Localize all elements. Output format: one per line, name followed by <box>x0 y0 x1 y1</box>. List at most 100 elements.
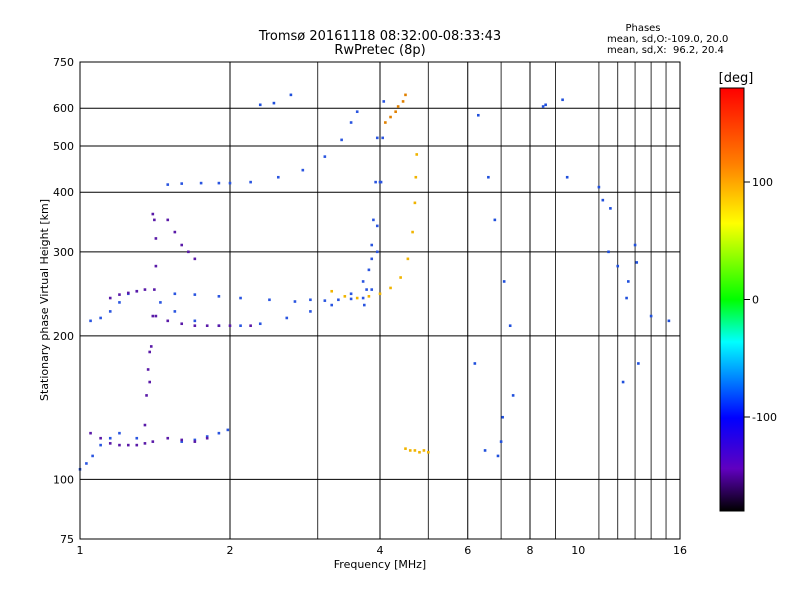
x-tick-label: 6 <box>464 544 471 557</box>
data-point <box>323 155 327 158</box>
x-tick-label: 10 <box>571 544 585 557</box>
y-tick-label: 750 <box>53 56 74 69</box>
data-point <box>349 297 353 301</box>
data-point <box>180 322 184 326</box>
data-point <box>145 394 148 397</box>
data-point <box>355 296 359 300</box>
data-point <box>151 314 155 318</box>
phases-header: Phases <box>625 23 660 34</box>
data-point <box>370 257 374 261</box>
data-point <box>597 185 601 189</box>
data-point <box>272 101 276 105</box>
data-point <box>148 380 152 384</box>
data-point <box>301 168 305 172</box>
data-point <box>411 230 414 234</box>
data-point <box>349 292 353 296</box>
data-point <box>118 301 121 304</box>
data-point <box>621 380 625 384</box>
data-point <box>118 293 121 296</box>
data-point <box>217 295 221 298</box>
data-point <box>249 324 252 328</box>
phases-line-o: mean, sd,O:-109.0, 20.0 <box>607 34 728 45</box>
data-point <box>627 280 630 283</box>
data-point <box>180 438 184 442</box>
data-point <box>108 296 112 300</box>
x-axis-label: Frequency [MHz] <box>334 558 426 571</box>
data-point <box>89 319 92 323</box>
plot-frame <box>79 61 681 540</box>
data-point <box>173 292 177 296</box>
data-point <box>193 319 197 323</box>
data-points <box>78 93 671 471</box>
data-point <box>426 450 430 454</box>
data-point <box>193 438 197 442</box>
data-point <box>496 454 500 458</box>
data-point <box>151 212 155 216</box>
data-point <box>173 230 177 234</box>
y-axis-label: Stationary phase Virtual Height [km] <box>38 199 51 401</box>
data-point <box>511 394 515 397</box>
data-point <box>166 218 170 222</box>
y-tick-label: 100 <box>53 473 74 486</box>
data-point <box>187 250 190 254</box>
data-point <box>389 115 392 119</box>
data-point <box>217 181 221 185</box>
data-point <box>483 449 487 452</box>
data-point <box>404 447 407 450</box>
data-point <box>414 175 418 179</box>
y-tick-label: 75 <box>60 533 74 546</box>
data-point <box>159 301 162 304</box>
grid-layer <box>80 62 680 539</box>
data-point <box>91 454 94 458</box>
colorbar-label: [deg] <box>719 71 754 86</box>
data-point <box>370 288 374 291</box>
data-point <box>180 440 184 443</box>
data-point <box>126 443 130 447</box>
data-point <box>396 105 400 108</box>
data-point <box>173 310 177 313</box>
colorbar-ticks: 100 0 -100 <box>744 176 777 424</box>
x-tick-labels: 1 2 4 6 8 10 16 <box>77 544 688 557</box>
chart-subtitle: RwPretec (8p) <box>334 43 425 58</box>
data-point <box>607 250 610 254</box>
data-point <box>205 436 209 440</box>
data-point <box>108 310 112 313</box>
data-point <box>601 198 605 202</box>
data-point <box>361 280 365 283</box>
data-point <box>143 442 147 445</box>
data-point <box>228 181 232 185</box>
data-point <box>205 435 209 438</box>
data-point <box>276 175 280 179</box>
data-point <box>408 449 412 452</box>
data-point <box>493 218 497 222</box>
data-point <box>565 175 569 179</box>
data-point <box>135 443 139 447</box>
data-point <box>193 293 197 296</box>
data-point <box>146 368 150 371</box>
data-point <box>406 257 410 261</box>
data-point <box>151 440 155 443</box>
data-point <box>154 264 158 268</box>
data-point <box>193 257 197 261</box>
y-tick-label: 400 <box>53 186 74 199</box>
data-point <box>544 103 547 107</box>
data-point <box>143 423 147 427</box>
data-point <box>413 201 417 205</box>
data-point <box>323 299 327 302</box>
data-point <box>404 93 407 97</box>
data-point <box>180 182 184 185</box>
data-point <box>374 180 377 184</box>
data-point <box>401 100 405 103</box>
data-point <box>217 431 221 435</box>
data-point <box>249 180 252 184</box>
data-point <box>502 280 506 283</box>
data-point <box>228 324 232 328</box>
data-point <box>135 436 139 440</box>
data-point <box>258 322 262 326</box>
data-point <box>143 288 147 291</box>
data-point <box>85 462 88 465</box>
data-point <box>199 181 203 185</box>
data-point <box>367 295 371 298</box>
data-point <box>635 261 639 264</box>
data-point <box>135 289 139 293</box>
